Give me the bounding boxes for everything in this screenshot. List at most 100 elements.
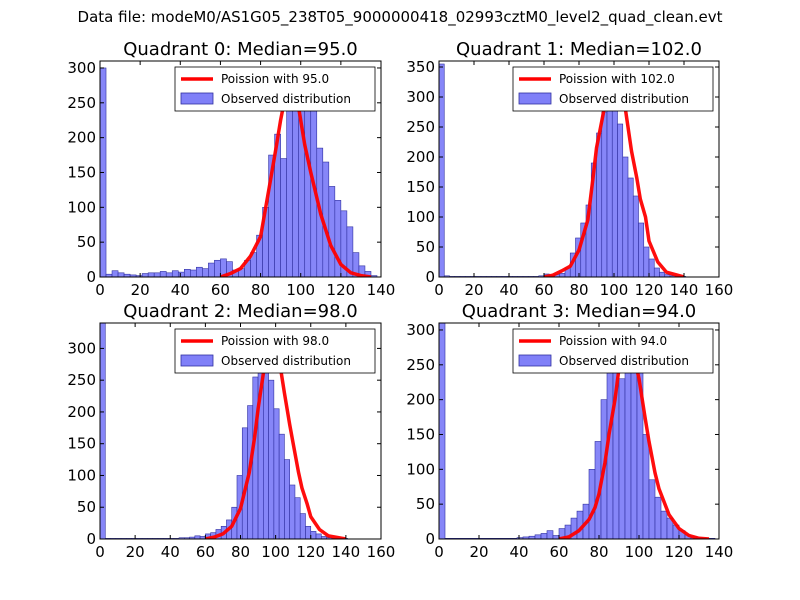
histogram-bar xyxy=(364,271,372,277)
x-tick-label: 100 xyxy=(625,543,654,561)
x-tick-label: 100 xyxy=(600,281,629,299)
panel-title: Quadrant 1: Median=102.0 xyxy=(456,39,702,60)
y-tick-label: 100 xyxy=(67,198,96,216)
histogram-bar xyxy=(289,484,296,539)
x-tick-label: 40 xyxy=(171,281,190,299)
histogram-bar xyxy=(117,272,125,277)
panel-title: Quadrant 3: Median=94.0 xyxy=(462,301,697,322)
legend-line-label: Poission with 102.0 xyxy=(559,72,675,86)
histogram-bar xyxy=(100,323,106,539)
legend: Poission with 94.0 Observed distribution xyxy=(512,328,714,374)
legend-bar-label: Observed distribution xyxy=(221,92,351,106)
x-tick-label: 60 xyxy=(534,281,553,299)
histogram-bar xyxy=(310,531,317,539)
plot-content xyxy=(439,323,716,539)
x-tick-label: 0 xyxy=(95,543,105,561)
legend-line-label: Poission with 98.0 xyxy=(221,334,329,348)
legend-bar-label: Observed distribution xyxy=(559,92,689,106)
legend-bar-swatch xyxy=(518,354,552,367)
plot-content xyxy=(100,67,378,277)
histogram-bar xyxy=(540,533,548,539)
histogram-bar xyxy=(278,433,285,539)
histogram-bar xyxy=(153,272,161,277)
x-tick-label: 100 xyxy=(261,543,290,561)
y-tick-label: 200 xyxy=(406,148,435,166)
histogram-bar xyxy=(286,95,293,277)
histogram-bar xyxy=(208,262,215,277)
histogram-bar xyxy=(273,408,280,539)
histogram-bar xyxy=(111,270,119,277)
histogram-bar xyxy=(552,535,560,539)
histogram-bar xyxy=(268,379,275,539)
legend-bar-swatch xyxy=(180,92,214,105)
histogram-bar xyxy=(263,363,269,539)
histogram-bar xyxy=(630,371,638,539)
x-tick-label: 20 xyxy=(464,281,483,299)
histogram-bar xyxy=(294,497,301,539)
x-tick-label: 120 xyxy=(327,281,356,299)
histogram-bar xyxy=(606,96,613,277)
y-tick-label: 300 xyxy=(406,321,435,339)
panel-quadrant-3: 0 20 40 60 80 100 120 140 0 50 100 150 200 250 300 Quad… xyxy=(406,301,733,561)
histogram-bar xyxy=(147,272,155,277)
histogram-bar xyxy=(642,434,650,539)
histogram-bar xyxy=(252,376,259,539)
y-tick-label: 0 xyxy=(86,268,96,286)
histogram-bar xyxy=(439,63,445,277)
histogram-bar xyxy=(660,510,668,539)
y-tick-label: 250 xyxy=(406,118,435,136)
histogram-bar xyxy=(638,222,645,277)
x-tick-label: 0 xyxy=(434,281,444,299)
x-tick-label: 60 xyxy=(211,281,230,299)
x-tick-label: 40 xyxy=(499,281,518,299)
panel-quadrant-1: 0 20 40 60 80 100 120 140 160 0 50 100 150 200 250 300 3… xyxy=(406,39,733,299)
legend: Poission with 102.0 Observed distribution xyxy=(512,66,714,112)
x-tick-label: 40 xyxy=(509,543,528,561)
y-tick-label: 0 xyxy=(86,530,96,548)
histogram-bar xyxy=(632,195,639,277)
histogram-bar xyxy=(299,513,306,539)
histogram-bar xyxy=(284,459,290,539)
x-tick-label: 20 xyxy=(469,543,488,561)
y-tick-label: 100 xyxy=(406,460,435,478)
histogram-bar xyxy=(305,525,312,539)
histogram-bar xyxy=(643,246,650,277)
axes-frame xyxy=(438,322,720,540)
x-tick-label: 120 xyxy=(665,543,694,561)
x-tick-label: 40 xyxy=(161,543,180,561)
y-tick-label: 300 xyxy=(67,59,96,77)
y-tick-label: 300 xyxy=(406,88,435,106)
histogram-bar xyxy=(202,268,209,277)
x-tick-label: 80 xyxy=(231,543,250,561)
histogram-bar xyxy=(346,226,354,277)
y-tick-label: 50 xyxy=(77,498,96,516)
panel-title: Quadrant 0: Median=95.0 xyxy=(123,39,358,60)
x-tick-label: 140 xyxy=(367,281,396,299)
plot-content xyxy=(100,323,348,539)
x-tick-label: 80 xyxy=(251,281,270,299)
histogram-bar xyxy=(653,267,660,277)
x-tick-label: 0 xyxy=(95,281,105,299)
histogram-bar xyxy=(617,123,624,277)
histogram-bar xyxy=(659,271,666,277)
y-tick-label: 150 xyxy=(67,435,96,453)
histogram-bar xyxy=(196,266,203,277)
y-tick-label: 350 xyxy=(406,58,435,76)
legend-line-label: Poission with 94.0 xyxy=(559,334,667,348)
axes-frame xyxy=(99,60,382,278)
y-tick-label: 200 xyxy=(406,391,435,409)
y-tick-label: 50 xyxy=(416,238,435,256)
histogram-bar xyxy=(190,269,197,277)
y-tick-label: 300 xyxy=(67,339,96,357)
x-tick-label: 60 xyxy=(196,543,215,561)
x-tick-label: 160 xyxy=(705,281,734,299)
y-tick-label: 150 xyxy=(406,425,435,443)
x-tick-label: 100 xyxy=(286,281,315,299)
histogram-bar xyxy=(171,270,179,277)
histogram-bar xyxy=(177,271,185,277)
histogram-bar xyxy=(622,156,629,277)
y-tick-label: 0 xyxy=(425,530,435,548)
y-tick-label: 50 xyxy=(77,233,96,251)
y-tick-label: 50 xyxy=(416,495,435,513)
x-tick-label: 140 xyxy=(670,281,699,299)
